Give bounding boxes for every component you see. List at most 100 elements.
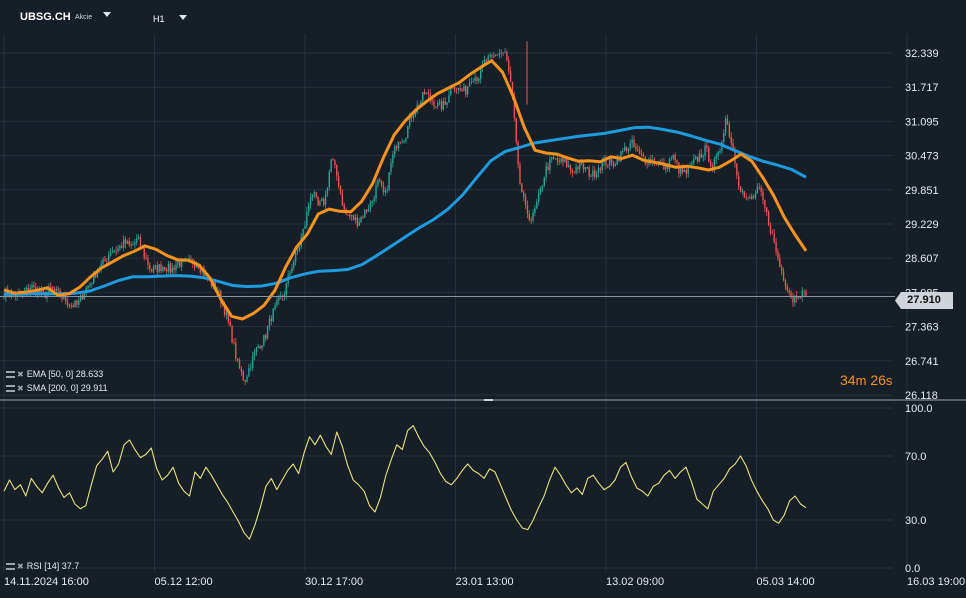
candle-body [408,116,411,127]
candle [704,142,706,161]
candle [330,158,332,173]
sma-settings-icon[interactable] [6,385,15,393]
candle-body [637,149,639,151]
candle [549,155,551,175]
candle [367,204,370,213]
candle [365,208,368,214]
sma-200-line [4,125,807,296]
candle-body [380,181,383,186]
rsi-tick-label: 70.0 [905,451,926,463]
timeframe-dropdown-chevron-icon[interactable] [179,15,187,20]
candle-body [573,172,575,174]
candle-body [437,102,439,107]
candle-body [235,342,237,359]
candle-body [371,200,373,203]
candle-body [780,266,783,272]
candle-body [532,212,534,221]
candle [719,148,721,155]
candle-body [375,185,377,199]
candle-body [739,186,742,192]
candle [696,156,699,164]
candle [104,255,106,262]
rsi-settings-icon[interactable] [6,563,15,571]
time-tick-label: 23.01 13:00 [456,576,514,588]
countdown-minutes-unit: m [855,373,867,388]
candle-body [575,167,577,173]
candle [478,77,480,84]
candle [726,114,729,126]
candle [248,363,250,377]
candle [91,282,93,288]
candle [360,215,362,224]
candle [708,145,710,163]
candle-body [429,93,431,100]
candle [769,222,772,236]
candle-body [302,228,304,237]
candle [265,333,267,342]
sma-remove-icon[interactable]: ✖ [17,384,24,394]
candle-body [236,358,239,360]
candle-body [562,158,564,162]
symbol-dropdown-chevron-icon[interactable] [103,12,111,17]
candle [147,254,149,270]
candle [268,314,271,331]
candle-body [457,88,459,90]
candle [164,266,166,272]
candle [356,214,359,229]
candle-body [109,253,112,256]
candle-body [66,301,69,306]
candle [556,156,559,166]
candle [760,184,762,197]
candle-body [745,197,747,199]
time-tick-label: 13.02 09:00 [606,576,664,588]
candle [134,238,136,250]
candle-body [218,290,220,292]
candle [779,253,781,268]
candle-body [670,158,673,160]
ema-50-line [3,59,808,321]
candle [543,176,545,188]
timeframe-selector[interactable]: H1 [153,14,165,24]
candle-body [46,292,48,299]
candle-body [736,163,738,176]
ema-settings-icon[interactable] [6,371,15,379]
candle-body [165,269,168,272]
candle-body [466,86,469,95]
candle-body [250,367,252,369]
candle [341,189,344,207]
candle [309,192,312,210]
candle-body [304,225,306,229]
symbol-selector[interactable]: UBSG.CH [20,11,71,23]
candle [236,358,239,363]
candle [614,162,617,167]
candle [592,165,594,181]
candle-body [448,95,450,103]
candle-body [545,166,547,178]
candle [298,246,301,253]
candle [792,292,794,308]
candle [588,165,590,180]
candle-body [79,295,82,301]
candle [728,121,731,139]
candle-body [726,118,729,125]
candle-body [455,89,458,91]
main-grid [0,34,908,572]
candle-body [29,287,31,292]
candle-body [107,255,110,262]
candle-body [384,190,387,193]
candle-body [394,146,396,155]
candle [461,87,463,92]
candle [605,154,607,169]
candle-body [758,187,760,189]
candle [530,216,532,225]
rsi-remove-icon[interactable]: ✖ [17,562,24,572]
candle-body [233,342,235,344]
candle-body [627,148,630,152]
candle-body [81,295,84,300]
candle [541,184,544,192]
pane-resize-handle[interactable] [484,399,493,401]
candle [442,97,445,111]
ema-remove-icon[interactable]: ✖ [17,370,24,380]
candle-body [752,195,755,198]
